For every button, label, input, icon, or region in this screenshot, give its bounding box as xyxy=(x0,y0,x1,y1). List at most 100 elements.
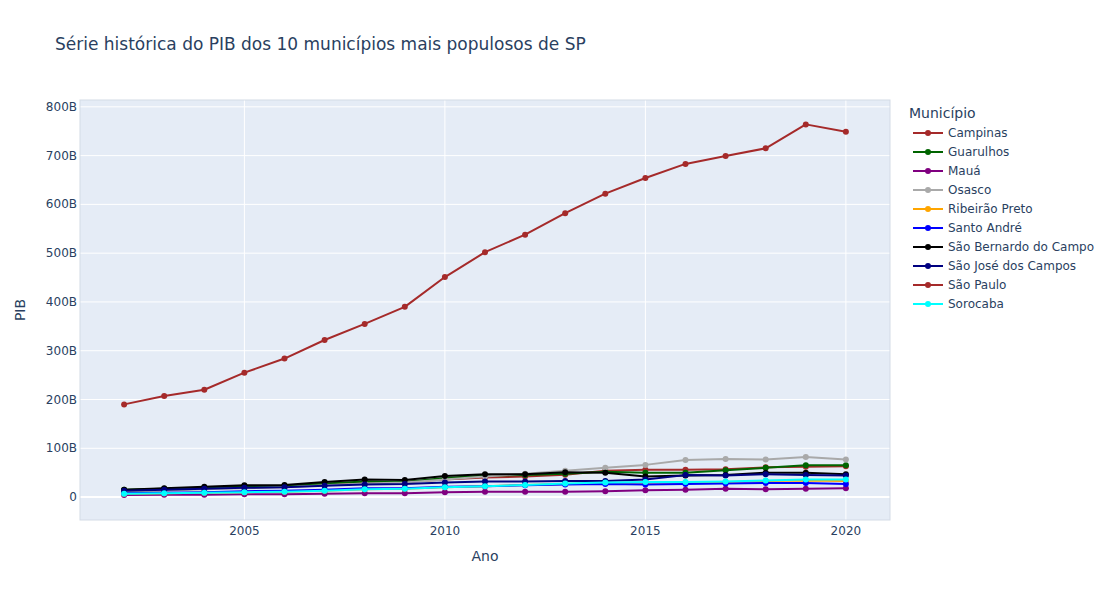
series-marker xyxy=(562,210,568,216)
series-marker xyxy=(763,471,769,477)
legend-marker xyxy=(925,244,931,250)
series-marker xyxy=(723,153,729,159)
series-marker xyxy=(402,304,408,310)
legend-label: Guarulhos xyxy=(948,145,1009,159)
series-marker xyxy=(803,454,809,460)
series-marker xyxy=(482,483,488,489)
series-marker xyxy=(682,473,688,479)
y-grid-line xyxy=(80,448,890,449)
series-marker xyxy=(562,489,568,495)
chart-title: Série histórica do PIB dos 10 municípios… xyxy=(55,34,586,54)
legend-item: São Paulo xyxy=(913,278,1006,292)
series-marker xyxy=(843,462,849,468)
series-marker xyxy=(201,490,207,496)
series-marker xyxy=(642,175,648,181)
series-marker xyxy=(241,489,247,495)
series-marker xyxy=(843,477,849,483)
series-marker xyxy=(602,470,608,476)
legend-label: Santo André xyxy=(948,221,1022,235)
legend-item: Mauá xyxy=(913,164,981,178)
series-marker xyxy=(241,370,247,376)
series-marker xyxy=(682,472,688,478)
series-marker xyxy=(723,456,729,462)
series-marker xyxy=(482,483,488,489)
legend-marker xyxy=(925,149,931,155)
series-marker xyxy=(763,477,769,483)
series-marker xyxy=(442,473,448,479)
series-marker xyxy=(723,486,729,492)
series-marker xyxy=(763,464,769,470)
series-marker xyxy=(522,482,528,488)
series-marker xyxy=(522,471,528,477)
x-axis-title: Ano xyxy=(471,548,498,564)
x-tick-label: 2015 xyxy=(630,524,661,538)
legend-label: Ribeirão Preto xyxy=(948,202,1033,216)
legend-marker xyxy=(925,187,931,193)
x-grid-line xyxy=(645,100,646,520)
y-tick-label: 100B xyxy=(46,441,77,455)
series-line xyxy=(124,466,846,490)
series-marker xyxy=(682,161,688,167)
legend-label: São Bernardo do Campo xyxy=(948,240,1094,254)
series-marker xyxy=(763,486,769,492)
y-tick-label: 400B xyxy=(46,295,77,309)
series-marker xyxy=(843,129,849,135)
series-marker xyxy=(562,469,568,475)
series-marker xyxy=(322,488,328,494)
series-line xyxy=(124,474,846,491)
legend-label: Mauá xyxy=(948,164,981,178)
y-grid-line xyxy=(80,496,890,498)
series-marker xyxy=(442,484,448,490)
x-tick-label: 2010 xyxy=(430,524,461,538)
y-axis-title: PIB xyxy=(12,299,28,321)
series-marker xyxy=(522,482,528,488)
series-marker xyxy=(402,486,408,492)
y-tick-label: 200B xyxy=(46,393,77,407)
series-marker xyxy=(522,489,528,495)
series-marker xyxy=(602,488,608,494)
legend-label: Sorocaba xyxy=(948,297,1004,311)
series-marker xyxy=(602,479,608,485)
legend-marker xyxy=(925,130,931,136)
legend-item: Santo André xyxy=(913,221,1022,235)
series-marker xyxy=(723,472,729,478)
series-marker xyxy=(121,491,127,497)
legend-item: Osasco xyxy=(913,183,991,197)
series-marker xyxy=(682,457,688,463)
y-grid-line xyxy=(80,204,890,205)
series-marker xyxy=(562,481,568,487)
legend-marker xyxy=(925,168,931,174)
series-marker xyxy=(482,471,488,477)
series-marker xyxy=(843,463,849,469)
legend-item: Campinas xyxy=(913,126,1008,140)
series-marker xyxy=(642,487,648,493)
series-marker xyxy=(522,471,528,477)
series-marker xyxy=(201,490,207,496)
series-group xyxy=(121,121,849,498)
series-marker xyxy=(682,487,688,493)
series-marker xyxy=(562,480,568,486)
legend-item: São Bernardo do Campo xyxy=(913,240,1094,254)
y-tick-label: 700B xyxy=(46,149,77,163)
legend-label: Campinas xyxy=(948,126,1008,140)
series-marker xyxy=(161,393,167,399)
series-marker xyxy=(522,232,528,238)
legend-marker xyxy=(925,206,931,212)
y-tick-label: 500B xyxy=(46,246,77,260)
series-marker xyxy=(442,484,448,490)
plot-area xyxy=(80,100,890,520)
series-marker xyxy=(642,462,648,468)
series-marker xyxy=(522,472,528,478)
series-marker xyxy=(402,485,408,491)
series-marker xyxy=(763,145,769,151)
legend-label: São Paulo xyxy=(948,278,1006,292)
series-marker xyxy=(803,486,809,492)
legend-title: Município xyxy=(909,105,976,121)
legend-item: Sorocaba xyxy=(913,297,1004,311)
series-marker xyxy=(682,479,688,485)
series-marker xyxy=(282,356,288,362)
y-tick-label: 300B xyxy=(46,344,77,358)
legend-marker xyxy=(925,263,931,269)
legend-marker xyxy=(925,301,931,307)
series-marker xyxy=(723,466,729,472)
